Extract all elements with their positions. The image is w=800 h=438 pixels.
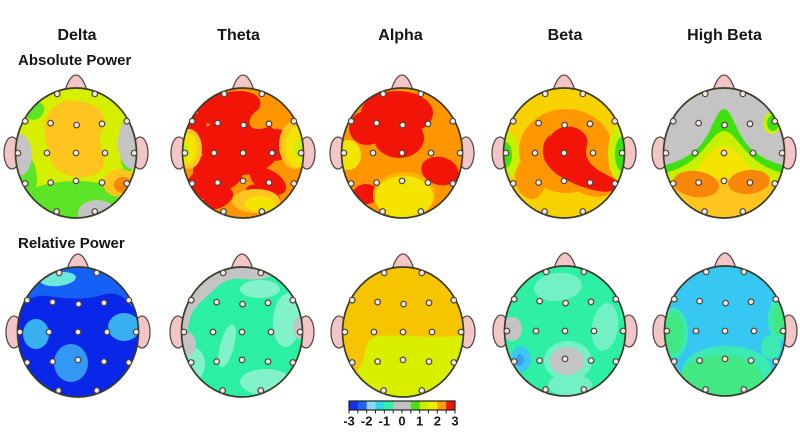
svg-text:1: 1 bbox=[416, 413, 423, 428]
svg-text:2: 2 bbox=[433, 413, 440, 428]
svg-text:3: 3 bbox=[451, 413, 458, 428]
svg-text:-2: -2 bbox=[360, 413, 372, 428]
svg-text:-1: -1 bbox=[378, 413, 390, 428]
svg-text:-3: -3 bbox=[344, 413, 355, 428]
svg-text:0: 0 bbox=[398, 413, 405, 428]
